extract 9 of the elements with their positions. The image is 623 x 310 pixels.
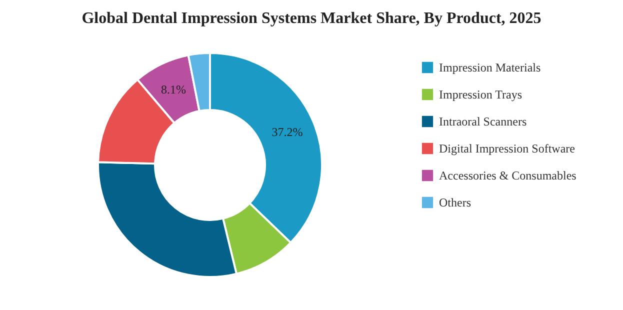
- chart-title: Global Dental Impression Systems Market Share, By Product, 2025: [82, 10, 542, 27]
- legend-label: Impression Trays: [439, 88, 522, 102]
- legend-label: Impression Materials: [439, 60, 541, 74]
- data-label: 37.2%: [272, 125, 303, 140]
- data-label: 8.1%: [161, 82, 186, 96]
- legend-label: Others: [439, 196, 472, 210]
- legend-label: Accessories & Consumables: [439, 168, 577, 182]
- legend-label: Digital Impression Software: [439, 142, 575, 156]
- legend-label: Intraoral Scanners: [439, 114, 527, 128]
